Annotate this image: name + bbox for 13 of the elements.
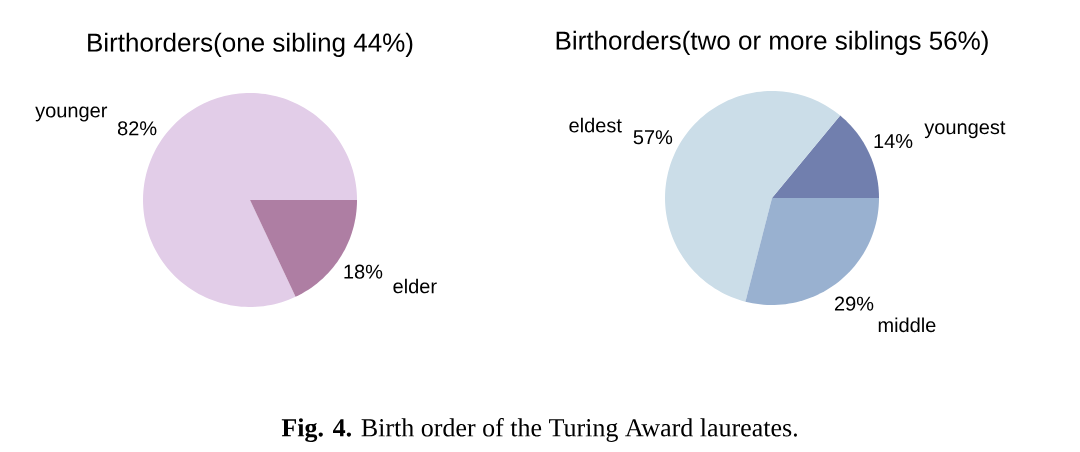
text: Fig. 4. Birth order of the Turing Award laureates. <box>281 417 797 443</box>
data-label: 14% <box>874 134 913 149</box>
slice-label: youngest <box>924 121 1006 139</box>
data-label: 82% <box>117 121 157 136</box>
data-label: 18% <box>344 264 383 279</box>
slice-label: younger <box>35 106 108 122</box>
data-label: 57% <box>633 130 673 145</box>
slice-label: elder <box>393 278 437 294</box>
data-label: 29% <box>834 296 874 311</box>
slice-label: middle <box>878 317 936 333</box>
slice-label: eldest <box>569 117 622 133</box>
chart-title: Birthorders(one sibling 44%) <box>88 32 413 57</box>
chart-title: Birthorders(two or more siblings 56%) <box>556 30 988 55</box>
